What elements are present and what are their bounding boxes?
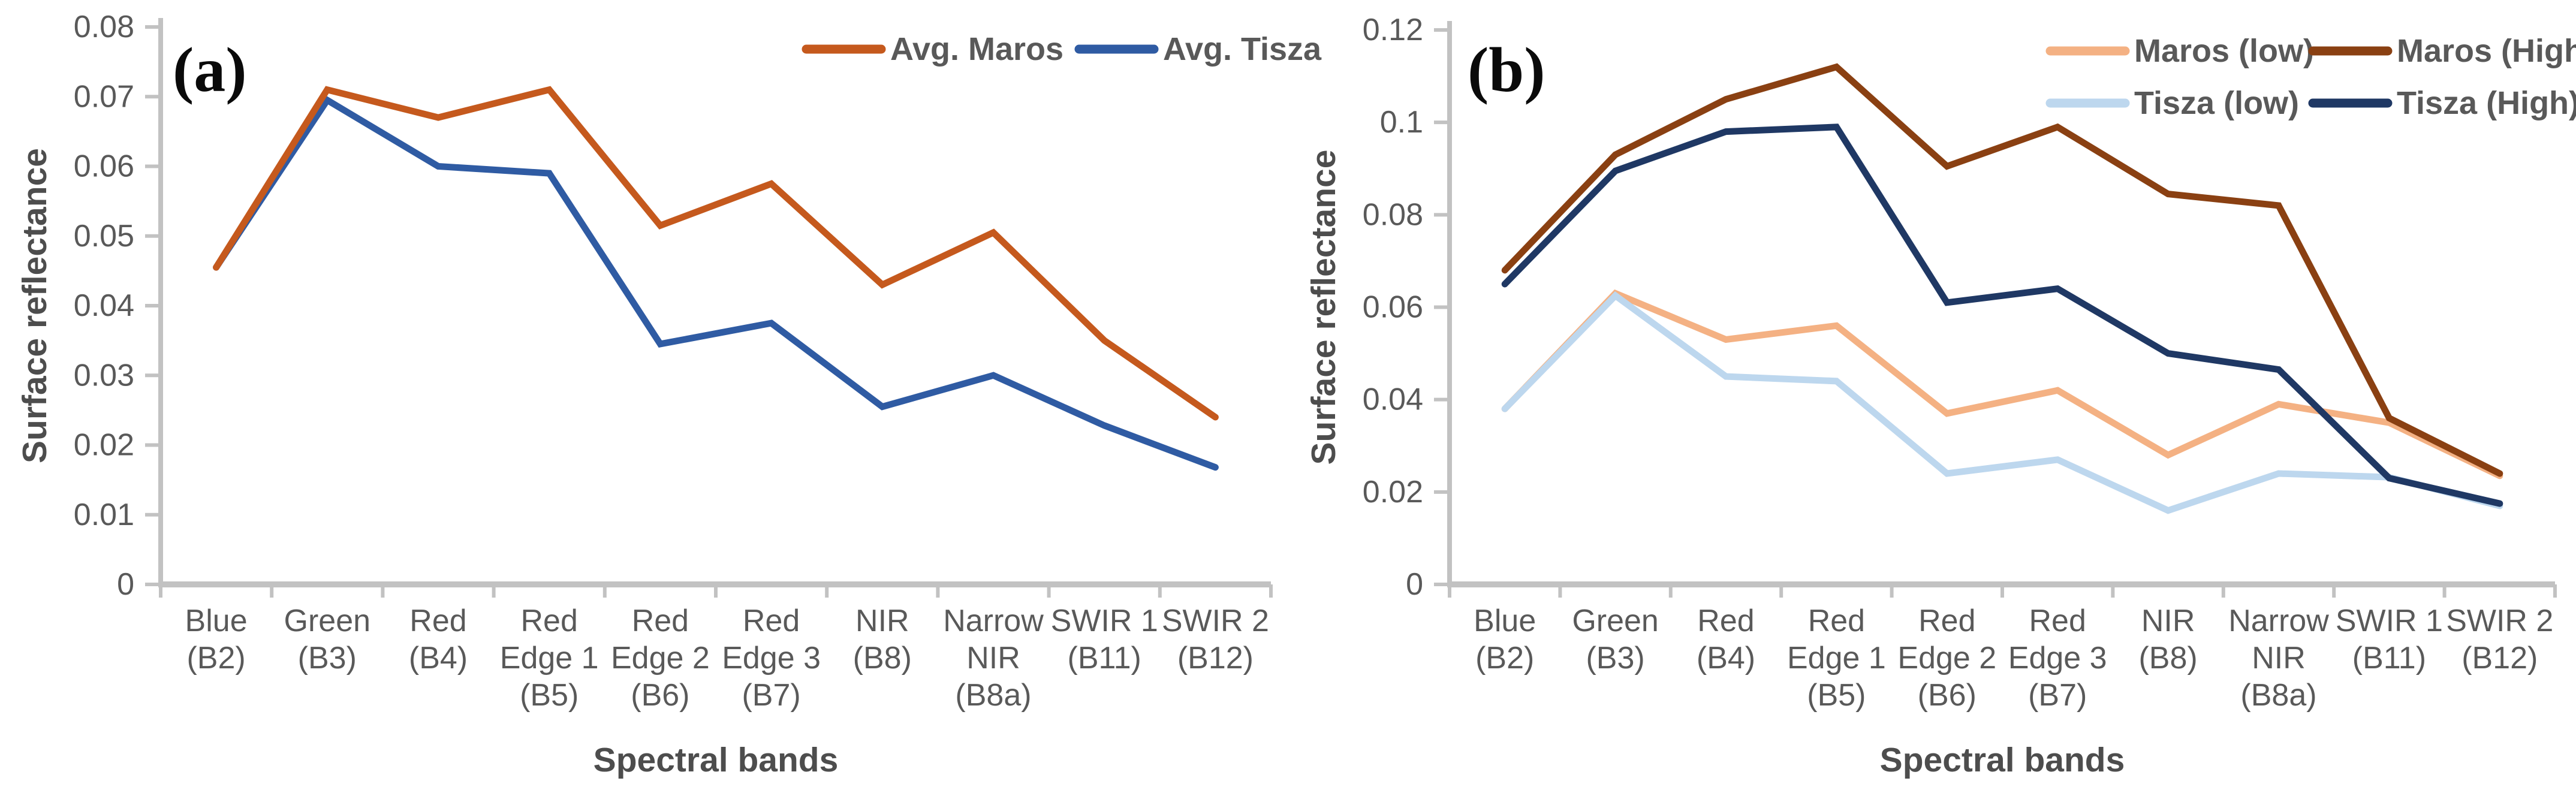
x-category-label: (B11) (1068, 641, 1141, 676)
x-category-label: NIR (2141, 604, 2195, 638)
x-category-label: Red (520, 604, 577, 638)
x-category-label: (B6) (631, 678, 689, 713)
y-tick-label: 0 (117, 567, 134, 602)
x-category-label: Edge 3 (722, 641, 821, 676)
x-category-label: Green (284, 604, 371, 638)
x-category-label: (B7) (2028, 678, 2087, 713)
x-category-label: Edge 2 (1897, 641, 1996, 676)
x-category-label: Narrow (2228, 604, 2329, 638)
x-category-label: (B8a) (955, 678, 1031, 713)
x-category-label: (B6) (1918, 678, 1977, 713)
y-tick-label: 0.07 (74, 79, 134, 114)
y-tick-label: 0.02 (74, 428, 134, 463)
y-tick-label: 0.03 (74, 358, 134, 393)
x-category-label: (B2) (186, 641, 245, 676)
panel-a: 0 0.01 0.02 0.03 0.04 0.05 0.06 0.07 0.08 Blue(B2… (16, 10, 1322, 779)
x-category-label: (B4) (409, 641, 468, 676)
x-category-label: Green (1572, 604, 1659, 638)
x-category-label: Narrow (943, 604, 1044, 638)
x-category-label: Red (1808, 604, 1865, 638)
x-category-label: Blue (185, 604, 248, 638)
x-category-label: NIR (966, 641, 1020, 676)
y-tick-label: 0.08 (74, 10, 134, 44)
series-line-maros-high (1501, 63, 2503, 477)
legend-label-avg-maros: Avg. Maros (890, 31, 1063, 67)
x-category-label: NIR (2252, 641, 2306, 676)
series-line-maros-low (1501, 289, 2503, 480)
x-category-label: NIR (855, 604, 909, 638)
x-category-label: (B7) (742, 678, 800, 713)
x-axis-title: Spectral bands (1880, 741, 2125, 779)
legend-label-maros-low: Maros (low) (2134, 33, 2314, 69)
series-line-tisza-high (1501, 123, 2503, 507)
panel-letter-b: (b) (1468, 35, 1545, 105)
panel-letter-a: (a) (173, 35, 247, 105)
x-category-label: (B11) (2352, 641, 2426, 676)
x-category-label: Edge 2 (611, 641, 710, 676)
x-category-label: (B12) (2461, 641, 2538, 676)
x-category-label: (B4) (1697, 641, 1755, 676)
x-category-label: (B8a) (2240, 678, 2316, 713)
legend-label-avg-tisza: Avg. Tisza (1163, 31, 1322, 67)
x-category-label: (B8) (853, 641, 912, 676)
y-tick-label: 0.1 (1380, 105, 1423, 140)
y-tick-label: 0.02 (1363, 475, 1423, 509)
x-category-label: SWIR 1 (2336, 604, 2443, 638)
x-category-label: Red (743, 604, 800, 638)
x-category-label: Edge 1 (500, 641, 599, 676)
x-axis-title: Spectral bands (593, 741, 839, 779)
x-category-label: Red (1918, 604, 1975, 638)
y-tick-label: 0.12 (1363, 13, 1423, 47)
y-axis-title: Surface reflectance (16, 148, 54, 463)
y-tick-label: 0.04 (1363, 382, 1423, 417)
x-category-label: (B12) (1177, 641, 1254, 676)
y-tick-label: 0.04 (74, 288, 134, 323)
y-tick-label: 0.08 (1363, 197, 1423, 232)
legend-label-tisza-high: Tisza (High) (2397, 85, 2576, 121)
x-category-label: Red (1697, 604, 1754, 638)
x-category-label: (B5) (520, 678, 579, 713)
y-tick-label: 0.06 (74, 149, 134, 184)
panel-b: 0 0.02 0.04 0.06 0.08 0.1 0.12 Blue(B2) Green(B3… (1304, 13, 2576, 779)
x-category-label: (B3) (1586, 641, 1644, 676)
series-line-avg-maros (213, 86, 1219, 421)
x-category-label: (B5) (1807, 678, 1866, 713)
series-line-avg-tisza (213, 95, 1219, 471)
x-category-label: (B2) (1475, 641, 1534, 676)
x-category-label: Edge 3 (2008, 641, 2107, 676)
x-category-label: SWIR 1 (1051, 604, 1158, 638)
x-category-label: SWIR 2 (1162, 604, 1269, 638)
legend-label-tisza-low: Tisza (low) (2134, 85, 2299, 121)
x-category-label: (B3) (298, 641, 357, 676)
y-tick-label: 0.06 (1363, 290, 1423, 325)
y-tick-label: 0.05 (74, 219, 134, 254)
x-category-label: Red (632, 604, 689, 638)
legend-label-maros-high: Maros (High) (2397, 33, 2576, 69)
x-category-label: Edge 1 (1787, 641, 1886, 676)
y-axis-title: Surface reflectance (1304, 150, 1343, 465)
x-category-label: Blue (1474, 604, 1536, 638)
x-category-label: Red (2029, 604, 2086, 638)
x-category-label: Red (409, 604, 466, 638)
x-category-label: SWIR 2 (2446, 604, 2553, 638)
x-category-label: (B8) (2138, 641, 2197, 676)
series-line-tisza-low (1501, 291, 2503, 514)
y-tick-label: 0.01 (74, 497, 134, 532)
y-tick-label: 0 (1406, 567, 1423, 602)
